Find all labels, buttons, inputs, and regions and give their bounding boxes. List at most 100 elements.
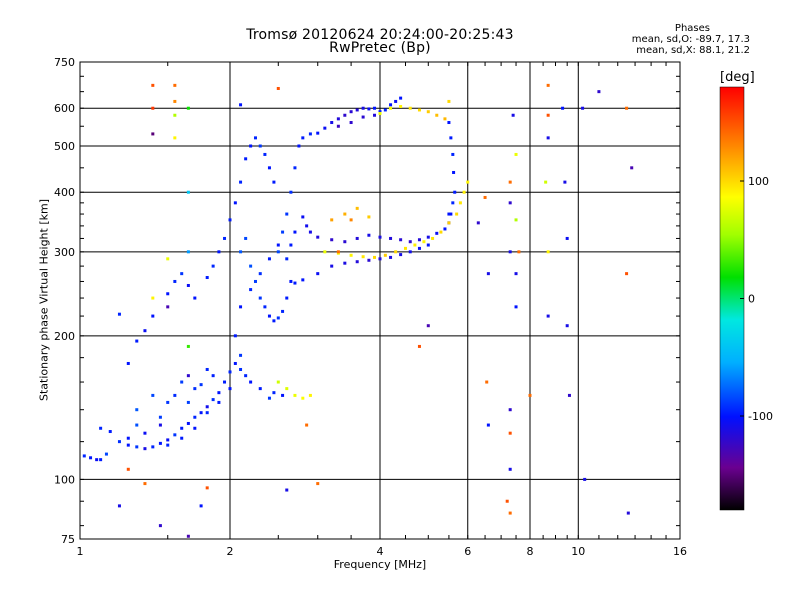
data-point	[447, 221, 451, 225]
data-point	[126, 436, 130, 440]
x-tick-label: 2	[227, 545, 234, 558]
y-tick-label: 100	[54, 473, 75, 486]
data-point	[565, 324, 569, 328]
data-point	[267, 314, 271, 318]
data-point	[413, 243, 417, 247]
data-point	[186, 283, 190, 287]
data-point	[135, 423, 139, 427]
axis-ticks: 1 2 4 6 8 10 16 75 100 200 300 400 500 600 750	[54, 56, 687, 558]
data-point	[483, 195, 487, 199]
data-point	[330, 218, 334, 222]
data-point	[253, 136, 257, 140]
data-point	[383, 108, 387, 112]
data-point	[373, 106, 377, 110]
data-point	[426, 324, 430, 328]
data-point	[508, 180, 512, 184]
data-point	[166, 257, 170, 261]
chart-subtitle: RwPretec (Bp)	[329, 40, 431, 56]
data-point	[223, 236, 227, 240]
data-point	[186, 534, 190, 538]
y-tick-label: 500	[54, 140, 75, 153]
data-point	[263, 152, 267, 156]
data-point	[546, 136, 550, 140]
data-point	[193, 296, 197, 300]
phase-stats-o-mode: mean, sd,O: -89.7, 17.3	[631, 34, 750, 45]
data-point	[308, 132, 312, 136]
data-point	[449, 136, 453, 140]
data-point	[223, 380, 227, 384]
data-point	[117, 312, 121, 316]
data-point	[205, 486, 209, 490]
data-point	[378, 111, 382, 115]
data-point	[297, 144, 301, 148]
data-point	[151, 132, 155, 136]
data-point	[217, 250, 221, 254]
data-point	[173, 83, 177, 87]
data-point	[508, 467, 512, 471]
data-point	[361, 115, 365, 119]
data-point	[143, 329, 147, 333]
data-point	[166, 305, 170, 309]
data-point	[301, 215, 305, 219]
data-point	[399, 238, 403, 242]
data-point	[173, 113, 177, 117]
x-tick-label: 4	[377, 545, 384, 558]
data-point	[625, 272, 629, 276]
data-point	[158, 441, 162, 445]
data-point	[349, 253, 353, 257]
data-point	[217, 391, 221, 395]
data-point	[276, 316, 280, 320]
data-point	[546, 250, 550, 254]
data-point	[316, 131, 320, 135]
data-point	[508, 511, 512, 515]
data-point	[426, 110, 430, 114]
data-point	[378, 110, 382, 114]
data-point	[249, 288, 253, 292]
data-point	[180, 380, 184, 384]
data-point	[258, 296, 262, 300]
data-point	[180, 272, 184, 276]
data-point	[316, 482, 320, 486]
data-point	[367, 233, 371, 237]
data-point	[244, 374, 248, 378]
data-point	[143, 447, 147, 451]
data-point	[336, 250, 340, 254]
data-point	[272, 319, 276, 323]
x-tick-label: 8	[527, 545, 534, 558]
data-point	[435, 231, 439, 235]
data-point	[272, 180, 276, 184]
data-point	[546, 314, 550, 318]
data-point	[151, 393, 155, 397]
data-point	[244, 236, 248, 240]
data-point	[82, 454, 86, 458]
x-tick-label: 10	[571, 545, 585, 558]
data-point	[403, 246, 407, 250]
data-point	[205, 405, 209, 409]
data-point	[514, 305, 518, 309]
data-point	[508, 201, 512, 205]
data-point	[417, 238, 421, 242]
data-point	[239, 103, 243, 107]
data-point	[305, 224, 309, 228]
data-point	[95, 458, 99, 462]
data-point	[258, 272, 262, 276]
colorbar-ticks: 100 0 -100	[740, 175, 773, 423]
data-point	[408, 250, 412, 254]
data-point	[285, 212, 289, 216]
data-point	[173, 393, 177, 397]
data-point	[126, 361, 130, 365]
data-point	[567, 393, 571, 397]
data-point	[126, 443, 130, 447]
data-point	[316, 272, 320, 276]
data-point	[330, 238, 334, 242]
data-point	[431, 236, 435, 240]
data-point	[301, 396, 305, 400]
data-point	[597, 90, 601, 94]
colorbar-tick-label: -100	[748, 410, 773, 423]
data-point	[625, 106, 629, 110]
data-point	[193, 426, 197, 430]
data-point	[249, 264, 253, 268]
data-point	[343, 113, 347, 117]
data-point	[228, 218, 232, 222]
